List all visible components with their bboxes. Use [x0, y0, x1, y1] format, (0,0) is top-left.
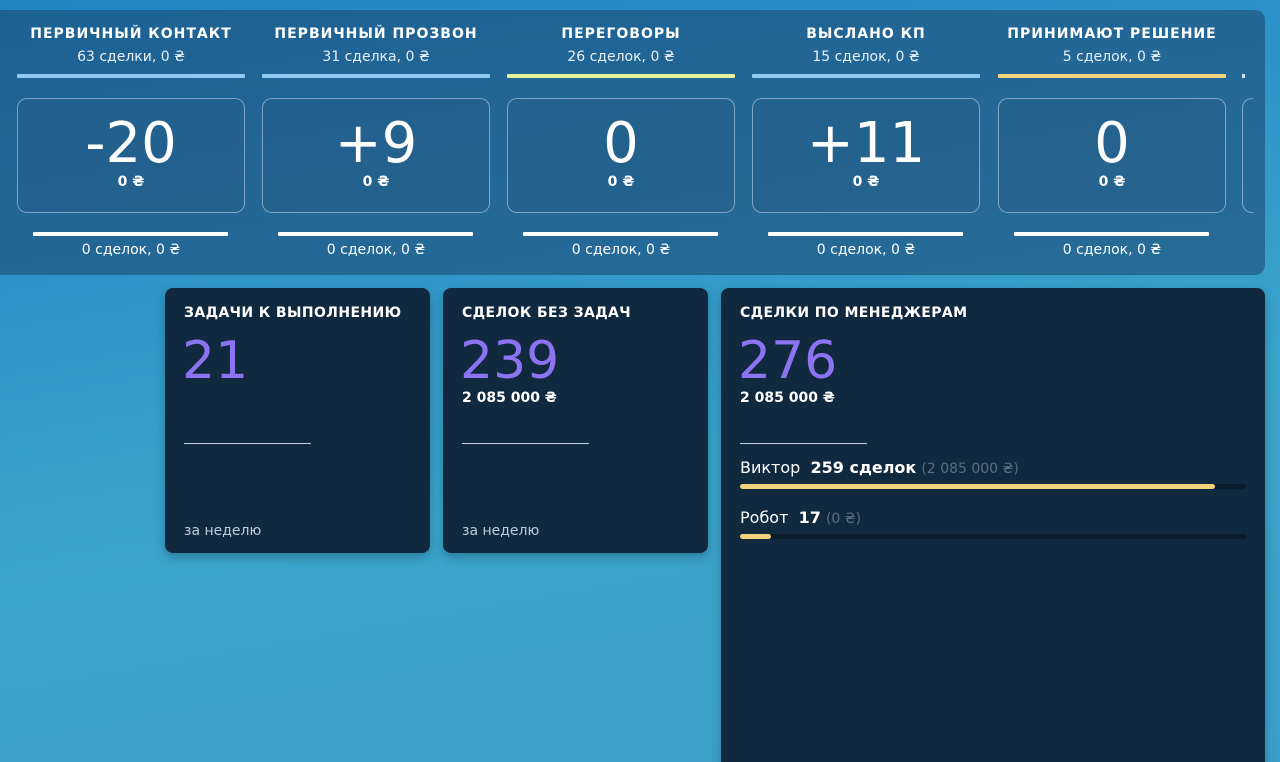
stage-bottom-line: [1014, 232, 1209, 236]
stage-footer: 0 сделок, 0 ₴: [571, 242, 671, 258]
stage-change-value: 0: [1094, 111, 1130, 176]
stage-footer: 0 сделок, 0 ₴: [816, 242, 916, 258]
stage-subtitle: 26 сделок, 0 ₴: [567, 49, 675, 65]
next-stage-line: [1242, 74, 1245, 78]
stage-bottom-line: [523, 232, 718, 236]
stage-bottom-line: [33, 232, 228, 236]
stage-change-card[interactable]: +11 0 ₴: [752, 98, 980, 213]
deals-without-tasks-card[interactable]: СДЕЛОК БЕЗ ЗАДАЧ 239 2 085 000 ₴ за неде…: [443, 288, 708, 553]
stage-footer: 0 сделок, 0 ₴: [1062, 242, 1162, 258]
card-title: СДЕЛКИ ПО МЕНЕДЖЕРАМ: [740, 305, 968, 321]
card-title: СДЕЛОК БЕЗ ЗАДАЧ: [462, 305, 632, 321]
stage-subtitle: 31 сделка, 0 ₴: [322, 49, 430, 65]
stage-footer: 0 сделок, 0 ₴: [81, 242, 181, 258]
next-stage-card-edge: [1242, 98, 1253, 213]
manager-progress-fill: [740, 534, 772, 539]
deals-by-managers-card[interactable]: СДЕЛКИ ПО МЕНЕДЖЕРАМ 276 2 085 000 ₴ Вик…: [721, 288, 1265, 762]
stage-change-value: +9: [334, 111, 418, 176]
stage-subtitle: 5 сделок, 0 ₴: [1062, 49, 1162, 65]
card-title: ЗАДАЧИ К ВЫПОЛНЕНИЮ: [184, 305, 402, 321]
stage-change-amount: 0 ₴: [1098, 174, 1126, 190]
manager-row-viktor[interactable]: Виктор 259 сделок (2 085 000 ₴): [740, 458, 1246, 489]
manager-deals: 17: [798, 508, 821, 527]
manager-progress-track: [740, 534, 1246, 539]
stage-change-value: +11: [806, 111, 926, 176]
stage-title: ПРИНИМАЮТ РЕШЕНИЕ: [1007, 26, 1217, 42]
card-amount: 2 085 000 ₴: [740, 390, 835, 406]
manager-deals: 259 сделок: [810, 458, 917, 477]
stage-title: ПЕРЕГОВОРЫ: [561, 26, 681, 42]
stage-footer: 0 сделок, 0 ₴: [326, 242, 426, 258]
stage-title: ПЕРВИЧНЫЙ КОНТАКТ: [30, 26, 232, 42]
stage-subtitle: 63 сделки, 0 ₴: [77, 49, 185, 65]
stage-color-line: [17, 74, 245, 78]
manager-progress-fill: [740, 484, 1215, 489]
card-value: 276: [738, 331, 838, 391]
card-value: 239: [460, 331, 560, 391]
manager-name: Виктор: [740, 458, 801, 477]
stage-subtitle: 15 сделок, 0 ₴: [812, 49, 920, 65]
stage-change-amount: 0 ₴: [117, 174, 145, 190]
stage-change-amount: 0 ₴: [852, 174, 880, 190]
stage-change-amount: 0 ₴: [607, 174, 635, 190]
stage-bottom-line: [278, 232, 473, 236]
card-divider: [184, 443, 311, 444]
card-divider: [462, 443, 589, 444]
manager-amount: (0 ₴): [825, 511, 862, 527]
card-period: за неделю: [184, 523, 262, 539]
stage-color-line: [752, 74, 980, 78]
stage-bottom-line: [768, 232, 963, 236]
stage-change-card[interactable]: -20 0 ₴: [17, 98, 245, 213]
card-value: 21: [182, 331, 249, 391]
manager-amount: (2 085 000 ₴): [921, 461, 1019, 477]
manager-row-robot[interactable]: Робот 17 (0 ₴): [740, 508, 1246, 539]
stage-color-line: [998, 74, 1226, 78]
card-period: за неделю: [462, 523, 540, 539]
card-amount: 2 085 000 ₴: [462, 390, 557, 406]
stage-change-value: -20: [85, 111, 177, 176]
pipeline-panel: ПЕРВИЧНЫЙ КОНТАКТ 63 сделки, 0 ₴ -20 0 ₴…: [0, 10, 1265, 275]
stage-title: ВЫСЛАНО КП: [806, 26, 926, 42]
stage-change-value: 0: [603, 111, 639, 176]
card-divider: [740, 443, 867, 444]
manager-name: Робот: [740, 508, 789, 527]
stage-change-card[interactable]: +9 0 ₴: [262, 98, 490, 213]
manager-progress-track: [740, 484, 1246, 489]
stage-color-line: [262, 74, 490, 78]
stage-change-card[interactable]: 0 0 ₴: [998, 98, 1226, 213]
stage-title: ПЕРВИЧНЫЙ ПРОЗВОН: [274, 26, 478, 42]
stage-change-card[interactable]: 0 0 ₴: [507, 98, 735, 213]
tasks-to-do-card[interactable]: ЗАДАЧИ К ВЫПОЛНЕНИЮ 21 за неделю: [165, 288, 430, 553]
stage-color-line: [507, 74, 735, 78]
stage-change-amount: 0 ₴: [362, 174, 390, 190]
